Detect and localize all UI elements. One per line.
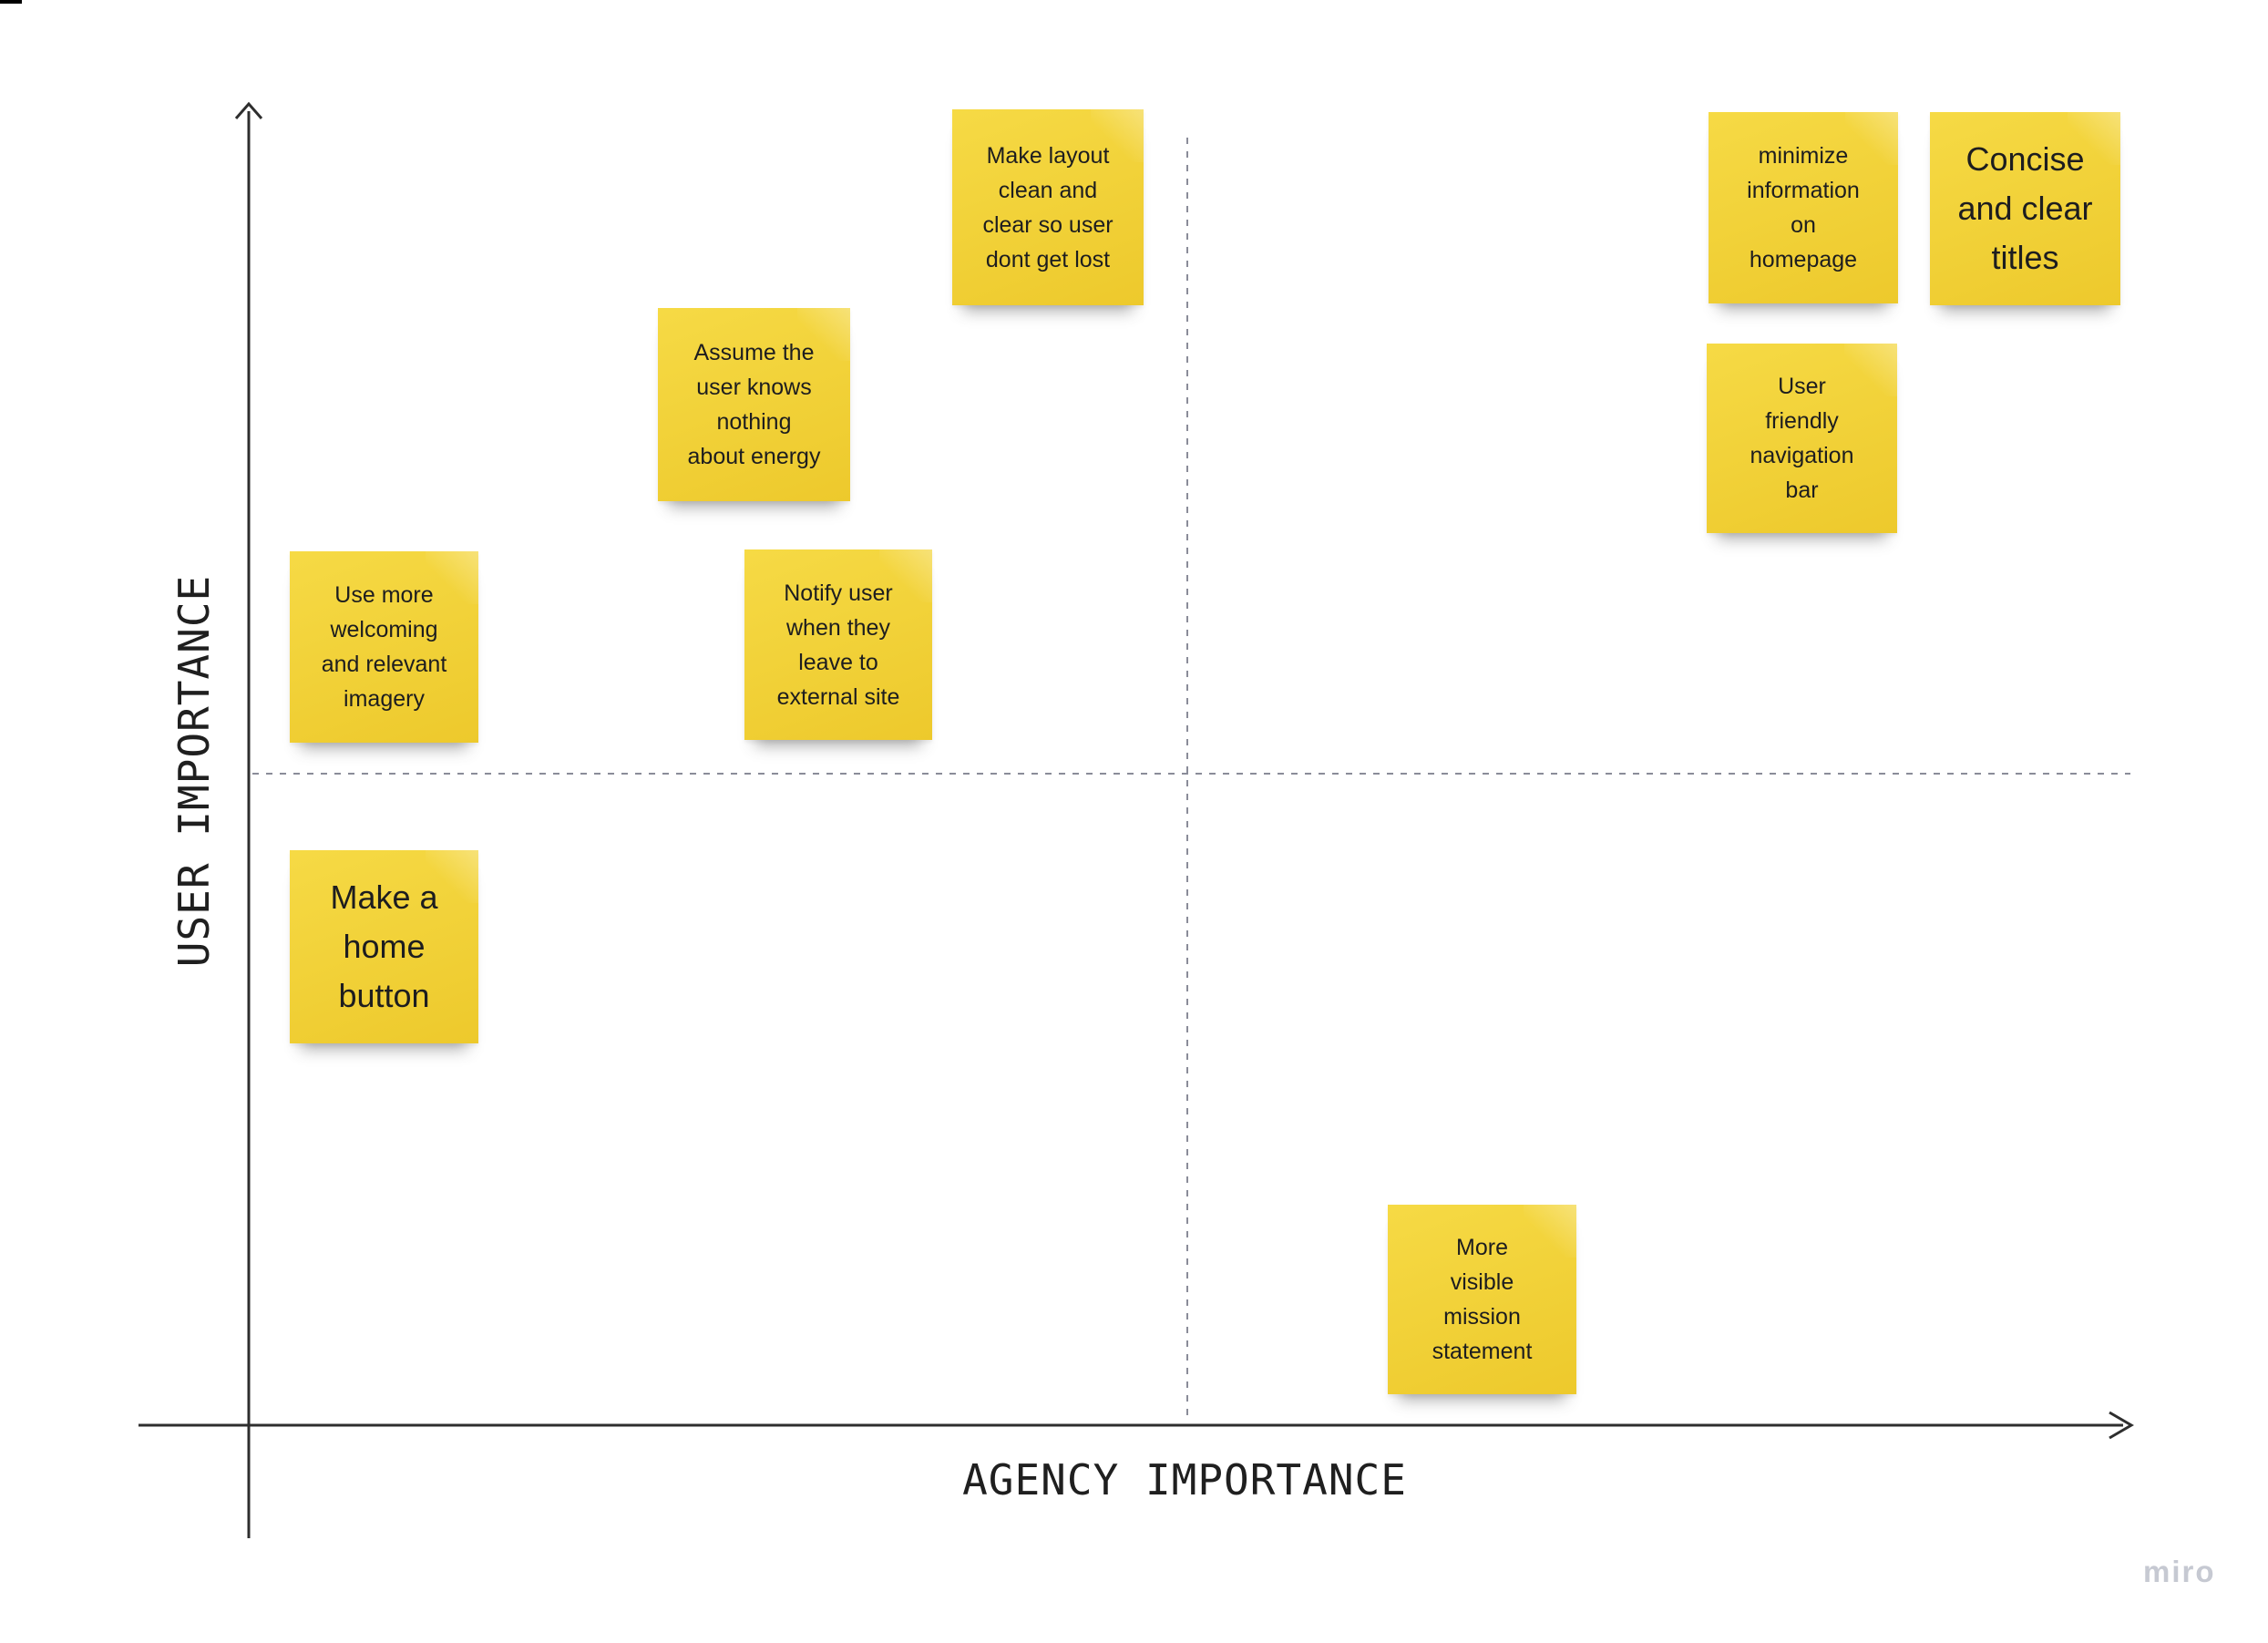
sticky-note-mission-statement[interactable]: More visible mission statement bbox=[1388, 1205, 1576, 1394]
sticky-note-text: More visible mission statement bbox=[1432, 1235, 1533, 1364]
sticky-note-notify-external-site[interactable]: Notify user when they leave to external … bbox=[744, 549, 932, 740]
x-axis-arrowhead-icon bbox=[2109, 1411, 2134, 1440]
sticky-note-text: Assume the user knows nothing about ener… bbox=[687, 340, 821, 469]
y-axis-arrowhead-icon bbox=[234, 101, 263, 119]
sticky-note-text: Make a home button bbox=[330, 878, 438, 1014]
sticky-note-text: Make layout clean and clear so user dont… bbox=[982, 142, 1113, 272]
x-axis-label: AGENCY IMPORTANCE bbox=[962, 1455, 1407, 1504]
sticky-note-text: minimize information on homepage bbox=[1747, 143, 1860, 272]
sticky-note-text: User friendly navigation bar bbox=[1750, 374, 1854, 503]
sticky-note-text: Concise and clear titles bbox=[1957, 140, 2093, 276]
y-axis-label: USER IMPORTANCE bbox=[169, 574, 219, 968]
sticky-note-concise-titles[interactable]: Concise and clear titles bbox=[1930, 112, 2120, 305]
sticky-note-assume-user-knows-nothing[interactable]: Assume the user knows nothing about ener… bbox=[658, 308, 850, 501]
miro-logo: miro bbox=[2143, 1555, 2216, 1588]
sticky-note-text: Notify user when they leave to external … bbox=[776, 580, 900, 710]
sticky-note-friendly-navigation[interactable]: User friendly navigation bar bbox=[1707, 344, 1897, 533]
sticky-note-home-button[interactable]: Make a home button bbox=[290, 850, 478, 1043]
sticky-note-text: Use more welcoming and relevant imagery bbox=[321, 582, 447, 712]
sticky-note-make-layout-clean[interactable]: Make layout clean and clear so user dont… bbox=[952, 109, 1144, 305]
corner-bar bbox=[0, 0, 22, 4]
sticky-note-welcoming-imagery[interactable]: Use more welcoming and relevant imagery bbox=[290, 551, 478, 743]
sticky-note-minimize-information[interactable]: minimize information on homepage bbox=[1709, 112, 1898, 303]
